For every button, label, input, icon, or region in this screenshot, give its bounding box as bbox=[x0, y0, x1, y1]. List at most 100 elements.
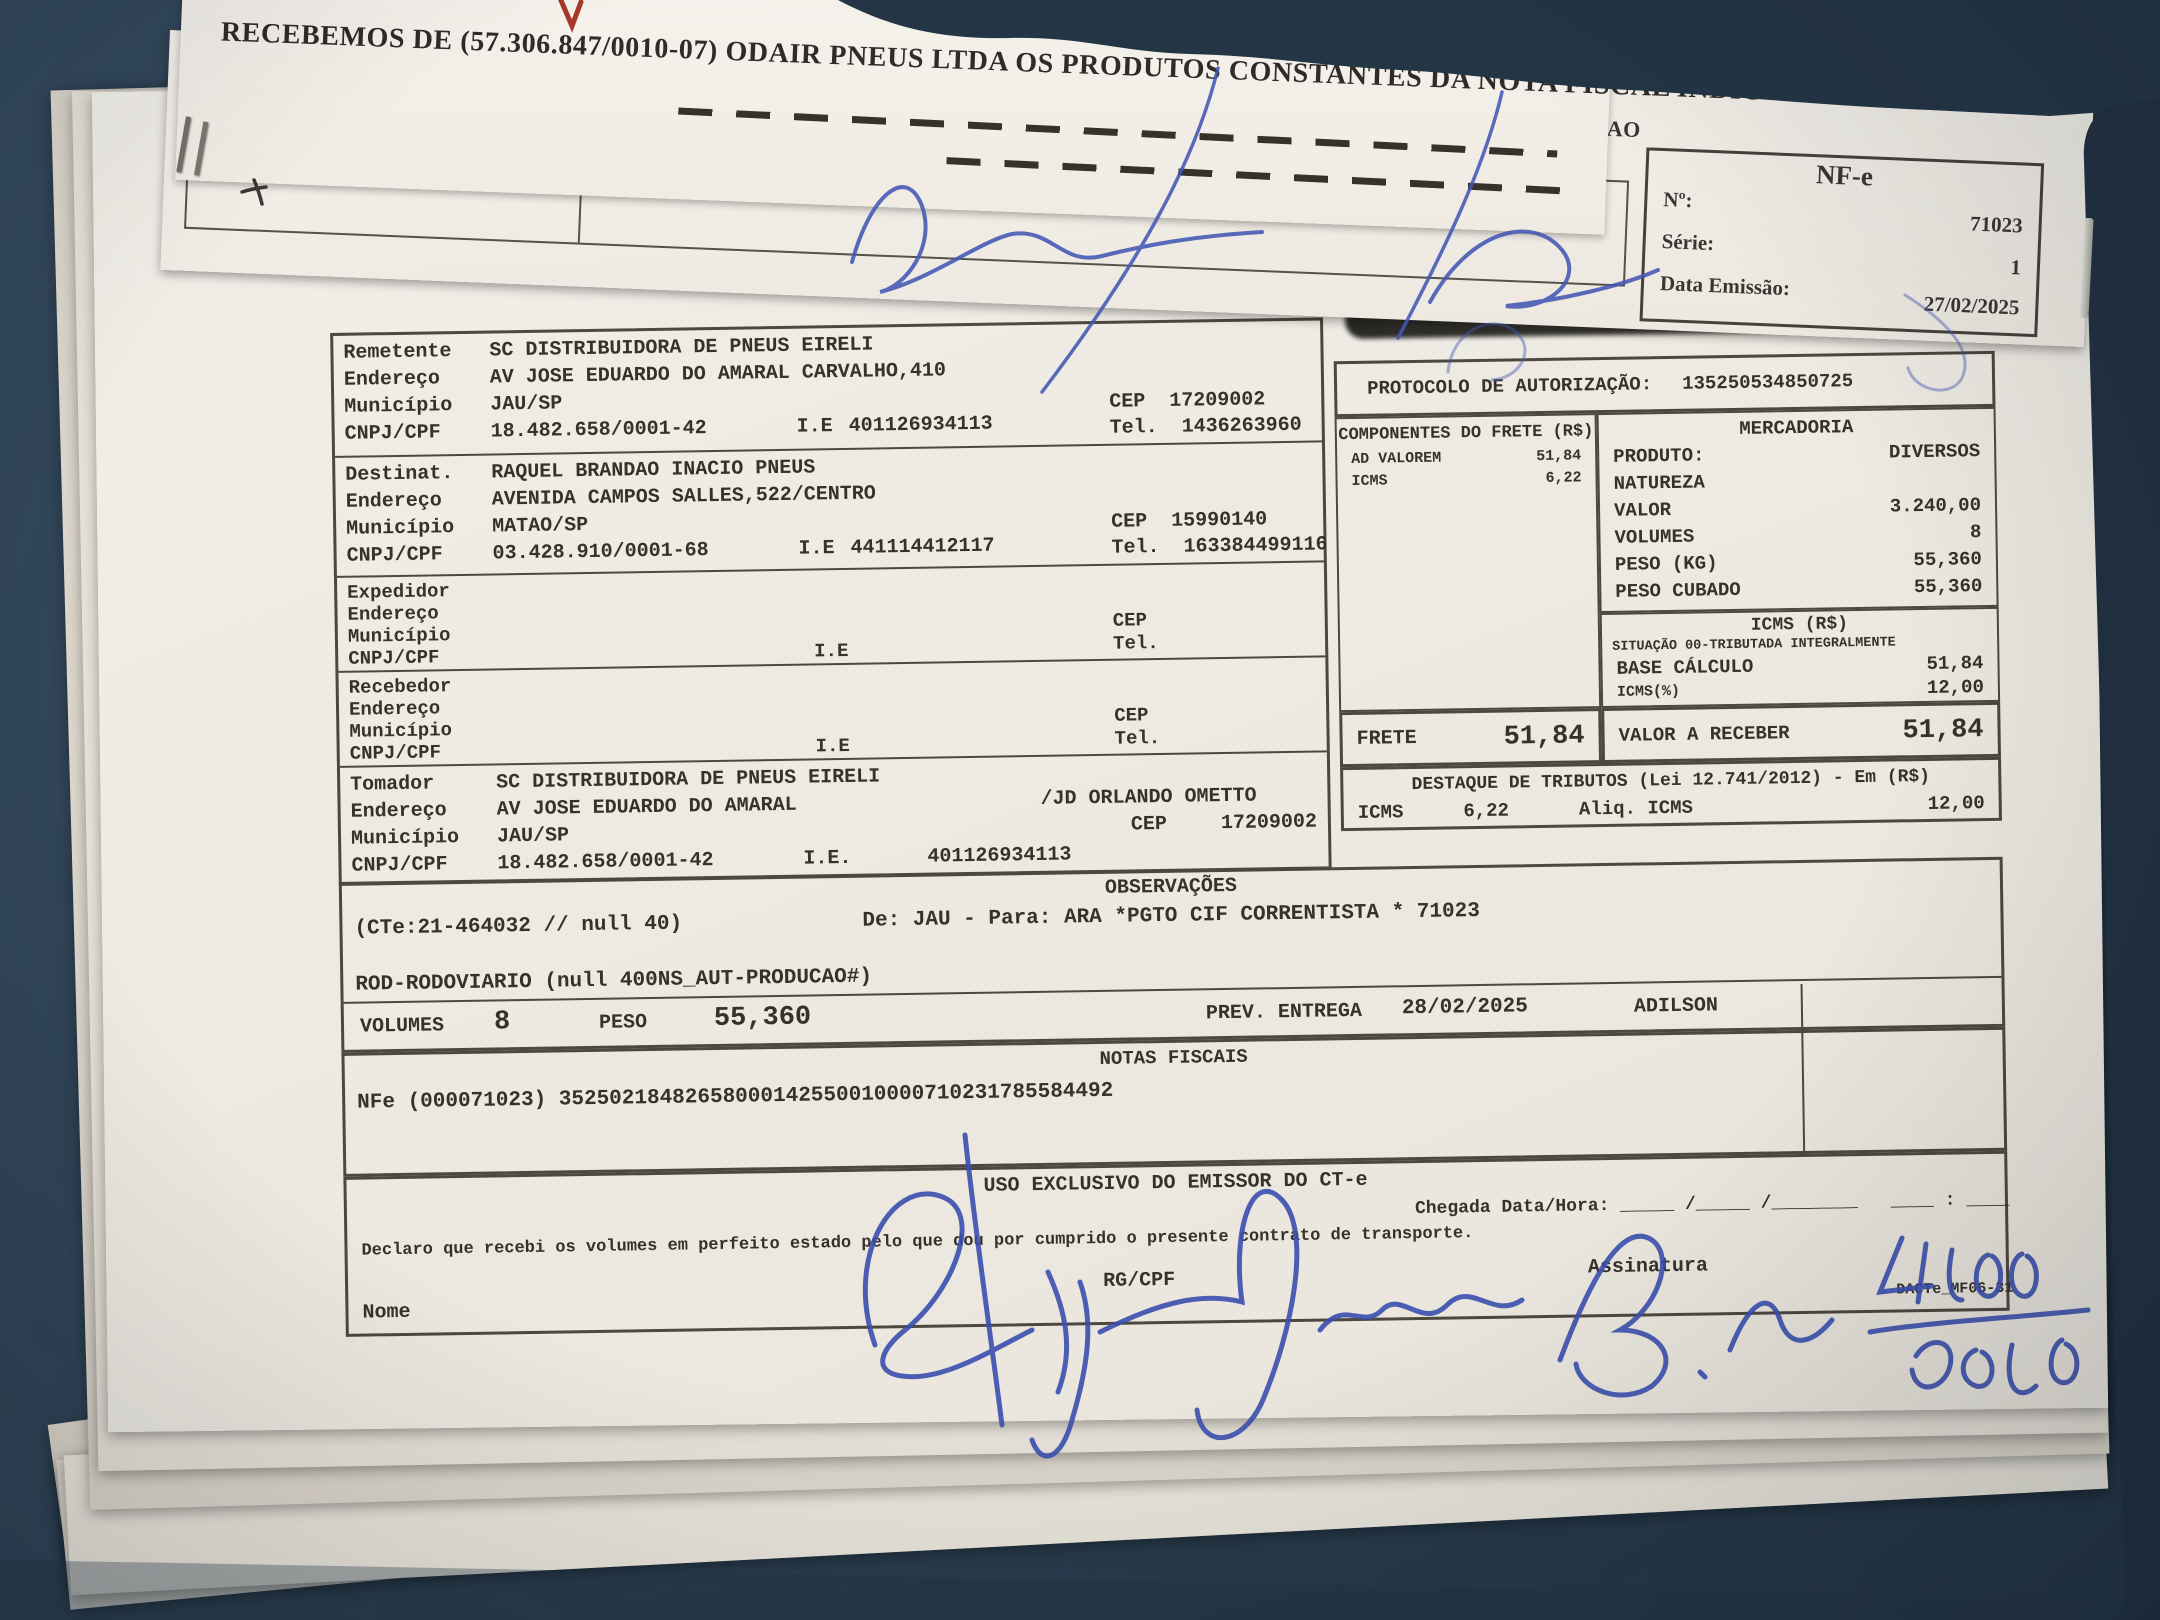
peso-row-value: 55,360 bbox=[713, 1002, 812, 1035]
cnpj-label: CNPJ/CPF bbox=[349, 741, 442, 765]
tomador-cep: 17209002 bbox=[1220, 810, 1318, 836]
endereco-label: Endereço bbox=[348, 697, 441, 721]
cep-label: CEP bbox=[1130, 812, 1168, 837]
recebedor-block: Recebedor Endereço Município CNPJ/CPF I.E… bbox=[338, 657, 1327, 768]
remetente-cnpj: 18.482.658/0001-42 bbox=[490, 417, 707, 444]
chegada-time-blanks: ____ : ____ bbox=[1890, 1189, 2010, 1212]
valor-label: VALOR bbox=[1613, 498, 1672, 522]
mercadoria-box: MERCADORIA PRODUTO: DIVERSOS NATUREZA VAL… bbox=[1596, 406, 1999, 614]
tomador-cnpj: 18.482.658/0001-42 bbox=[497, 849, 714, 876]
modelo-dacte: DACTe_MF06-31 bbox=[1896, 1279, 2014, 1299]
destaque-aliq-value: 12,00 bbox=[1927, 792, 1985, 815]
tomador-block: Tomador SC DISTRIBUIDORA DE PNEUS EIRELI … bbox=[340, 752, 1329, 881]
prev-entrega-value: 28/02/2025 bbox=[1401, 995, 1529, 1021]
odair-line: RECEBEMOS DE (57.306.847/0010-07) ODAIR … bbox=[220, 16, 1764, 107]
cnpj-label: CNPJ/CPF bbox=[351, 853, 448, 878]
ad-valorem-label: AD VALOREM bbox=[1351, 449, 1442, 468]
comp-icms-value: 6,22 bbox=[1545, 469, 1582, 487]
tel-label: Tel. bbox=[1111, 535, 1160, 560]
remetente-cep: 17209002 bbox=[1169, 388, 1266, 413]
valor-receber-cell: VALOR A RECEBER 51,84 bbox=[1601, 701, 2001, 764]
icms-aliq-value: 12,00 bbox=[1926, 676, 1985, 699]
valor-receber-value: 51,84 bbox=[1902, 714, 1984, 746]
destaque-aliq-label: Aliq. ICMS bbox=[1578, 796, 1694, 821]
protocolo-label: PROTOCOLO DE AUTORIZAÇÃO: bbox=[1366, 373, 1653, 400]
rg-cpf-label: RG/CPF bbox=[1102, 1268, 1176, 1293]
nome-label: Nome bbox=[362, 1300, 411, 1325]
dacte-document: Remetente SC DISTRIBUIDORA DE PNEUS EIREL… bbox=[330, 286, 2047, 1435]
nfe-numero-label: Nº: bbox=[1662, 187, 1693, 213]
ie-label: I.E bbox=[796, 415, 833, 439]
chegada-label: Chegada Data/Hora: bbox=[1414, 1196, 1610, 1220]
valor-value: 3.240,00 bbox=[1889, 494, 1982, 518]
peso-cubado-label: PESO CUBADO bbox=[1615, 578, 1741, 603]
endereco-label: Endereço bbox=[343, 367, 441, 392]
nfe-chave: NFe (000071023) 352502184826580001425500… bbox=[357, 1079, 1114, 1115]
dashed-separator bbox=[946, 157, 1566, 195]
destaque-icms-label: ICMS bbox=[1357, 801, 1404, 824]
ad-valorem-value: 51,84 bbox=[1536, 447, 1582, 466]
frete-value: 51,84 bbox=[1503, 720, 1585, 753]
comp-icms-label: ICMS bbox=[1351, 472, 1388, 490]
declaracao-recebimento: Declaro que recebi os volumes em perfeit… bbox=[361, 1224, 1474, 1261]
expedidor-label: Expedidor bbox=[347, 580, 450, 604]
ie-label: I.E. bbox=[803, 846, 852, 871]
cep-label: CEP bbox=[1111, 510, 1148, 534]
municipio-label: Município bbox=[346, 516, 455, 541]
peso-kg-label: PESO (KG) bbox=[1614, 552, 1718, 576]
destinatario-tel: 163384499116 bbox=[1183, 533, 1328, 559]
protocolo-value: 135250534850725 bbox=[1681, 370, 1854, 395]
municipio-label: Município bbox=[350, 826, 460, 851]
tomador-municipio: JAU/SP bbox=[496, 824, 570, 849]
destinatario-cep: 15990140 bbox=[1171, 508, 1268, 533]
assinatura-label: Assinatura bbox=[1587, 1254, 1709, 1280]
destaque-icms-value: 6,22 bbox=[1463, 799, 1510, 823]
endereco-label: Endereço bbox=[350, 799, 447, 824]
tel-label: Tel. bbox=[1109, 416, 1158, 440]
destinatario-cnpj: 03.428.910/0001-68 bbox=[492, 539, 709, 566]
nfe-serie-label: Série: bbox=[1661, 229, 1715, 256]
peso-kg-value: 55,360 bbox=[1913, 548, 1983, 572]
observacoes-box: OBSERVAÇÕES (CTe:21-464032 // null 40) D… bbox=[338, 856, 2006, 1053]
cnpj-label: CNPJ/CPF bbox=[346, 543, 443, 568]
endereco-label: Endereço bbox=[345, 489, 442, 514]
destinatario-ie: 441114412117 bbox=[850, 534, 995, 560]
prev-entrega-label: PREV. ENTREGA bbox=[1205, 999, 1363, 1026]
icms-aliq-label: ICMS(%) bbox=[1616, 682, 1681, 701]
volumes-value: 8 bbox=[1969, 521, 1982, 544]
chegada-data-hora: Chegada Data/Hora: _____ /_____ /_______… bbox=[1415, 1190, 2010, 1219]
nfe-box: NF-e Nº: 71023 Série: 1 Data Emissão: 27/02… bbox=[1639, 147, 2045, 338]
cnpj-label: CNPJ/CPF bbox=[344, 421, 441, 446]
valor-receber-label: VALOR A RECEBER bbox=[1618, 721, 1790, 747]
base-calculo-label: BASE CÁLCULO bbox=[1616, 655, 1754, 680]
nfe-serie-value: 1 bbox=[2009, 255, 2022, 280]
volumes-row-label: VOLUMES bbox=[359, 1014, 445, 1039]
tomador-endereco: AV JOSE EDUARDO DO AMARAL bbox=[496, 793, 797, 822]
municipio-label: Município bbox=[349, 719, 453, 743]
cnpj-label: CNPJ/CPF bbox=[348, 646, 440, 670]
conferente-nome: ADILSON bbox=[1633, 994, 1719, 1019]
natureza-label: NATUREZA bbox=[1613, 471, 1706, 495]
nfe-emissao-label: Data Emissão: bbox=[1659, 271, 1791, 301]
tomador-endereco-compl: /JD ORLANDO OMETTO bbox=[1040, 784, 1257, 811]
protocolo-box: PROTOCOLO DE AUTORIZAÇÃO: 13525053485072… bbox=[1333, 350, 1996, 418]
tomador-ie: 401126934113 bbox=[927, 843, 1072, 869]
ie-label: I.E bbox=[798, 537, 835, 561]
volumes-label: VOLUMES bbox=[1614, 525, 1695, 549]
uso-emissor-box: USO EXCLUSIVO DO EMISSOR DO CT-e Chegada… bbox=[343, 1150, 2014, 1337]
observacao-modal: ROD-RODOVIARIO (null 400NS_AUT-PRODUCAO#… bbox=[355, 965, 873, 997]
frete-cell: FRETE 51,84 bbox=[1339, 708, 1603, 768]
remetente-ie: 401126934113 bbox=[848, 412, 993, 438]
destinatario-label: Destinat. bbox=[345, 462, 454, 487]
remetente-label: Remetente bbox=[343, 340, 452, 365]
nfe-emissao-value: 27/02/2025 bbox=[1923, 291, 2020, 320]
recebedor-label: Recebedor bbox=[348, 675, 452, 699]
base-calculo-value: 51,84 bbox=[1926, 652, 1984, 675]
peso-row-label: PESO bbox=[598, 1011, 648, 1035]
dashed-separator bbox=[678, 107, 1558, 158]
ie-label: I.E bbox=[814, 639, 849, 663]
volumes-row-value: 8 bbox=[493, 1007, 511, 1038]
parties-column: Remetente SC DISTRIBUIDORA DE PNEUS EIREL… bbox=[330, 317, 1332, 885]
tel-label: Tel. bbox=[1112, 632, 1159, 655]
endereco-label: Endereço bbox=[347, 602, 439, 626]
